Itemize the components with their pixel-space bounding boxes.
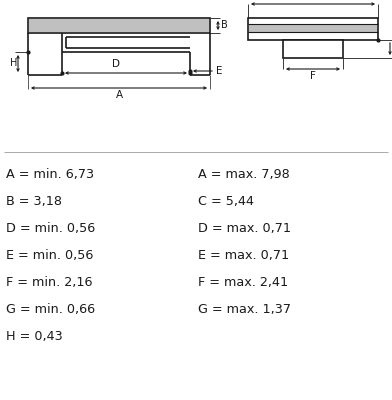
Text: A = min. 6,73: A = min. 6,73	[6, 168, 94, 181]
Text: F: F	[310, 71, 316, 81]
Text: H = 0,43: H = 0,43	[6, 330, 63, 343]
Bar	[249, 24, 377, 32]
Text: D = max. 0,71: D = max. 0,71	[198, 222, 291, 235]
Text: E = max. 0,71: E = max. 0,71	[198, 249, 289, 262]
Text: A: A	[115, 90, 123, 100]
Text: F = min. 2,16: F = min. 2,16	[6, 276, 93, 289]
Text: E: E	[216, 66, 223, 76]
Bar	[248, 18, 378, 40]
Text: F = max. 2,41: F = max. 2,41	[198, 276, 288, 289]
Text: B = 3,18: B = 3,18	[6, 195, 62, 208]
Bar	[28, 18, 210, 33]
Text: G = min. 0,66: G = min. 0,66	[6, 303, 95, 316]
Text: E = min. 0,56: E = min. 0,56	[6, 249, 93, 262]
Text: G = max. 1,37: G = max. 1,37	[198, 303, 291, 316]
Bar	[29, 19, 209, 32]
Bar	[283, 40, 343, 58]
Text: D = min. 0,56: D = min. 0,56	[6, 222, 95, 235]
Text: C: C	[309, 0, 317, 2]
Text: C = 5,44: C = 5,44	[198, 195, 254, 208]
Text: D: D	[112, 59, 120, 69]
Text: A = max. 7,98: A = max. 7,98	[198, 168, 290, 181]
Text: H: H	[10, 58, 17, 68]
Text: B: B	[221, 20, 228, 30]
Bar	[248, 18, 378, 40]
